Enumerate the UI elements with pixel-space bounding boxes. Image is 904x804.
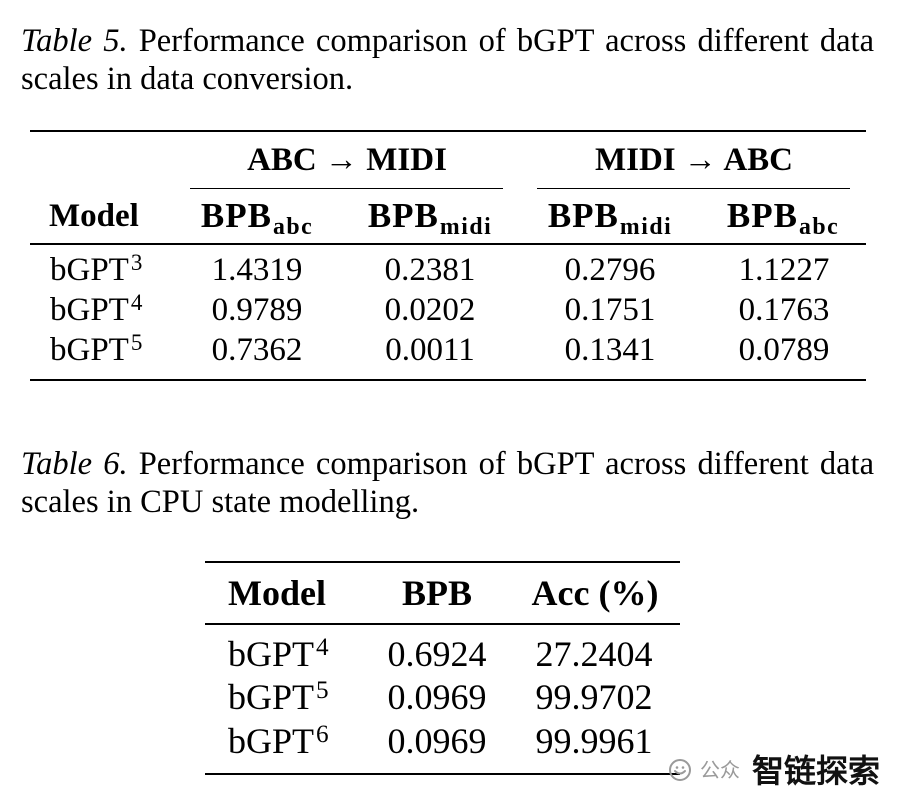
table5-header-bpb-abc: BPBabc (200, 196, 313, 239)
table6-header-model: Model (228, 573, 326, 613)
table5-cell: 1.1227 (738, 252, 830, 288)
table5-group-rule-abc-to-midi (190, 188, 503, 189)
table6-mid-rule (205, 623, 680, 625)
table5-cell: 1.4319 (211, 252, 303, 288)
table5-header-bpb-abc: BPBabc (726, 196, 839, 239)
model-scale-superscript: 5 (316, 677, 329, 705)
table5-cell: 0.9789 (211, 292, 303, 328)
model-name: bGPT (228, 721, 315, 761)
table5-header-bpb-midi: BPBmidi (367, 196, 492, 239)
table6-cell: 0.0969 (387, 677, 487, 717)
table6-cell: 0.6924 (387, 634, 487, 674)
model-name: bGPT (50, 292, 129, 328)
table5-group-header-abc-to-midi: ABC → MIDI (247, 142, 447, 178)
table5-header-subscript: abc (798, 213, 840, 240)
table-5: Table 5. Performance comparison of bGPT … (0, 0, 904, 400)
table5-header-model: Model (49, 198, 139, 234)
model-scale-superscript: 3 (130, 249, 143, 276)
model-name: bGPT (228, 677, 315, 717)
table5-bottom-rule (30, 379, 866, 381)
table6-row-model: bGPT6 (228, 721, 329, 761)
table5-group-header-midi-to-abc: MIDI → ABC (594, 142, 794, 178)
table5-cell: 0.7362 (211, 332, 303, 368)
table-6: Table 6. Performance comparison of bGPT … (0, 430, 904, 790)
table5-mid-rule (30, 243, 866, 245)
table5-header-label: BPB (200, 196, 272, 235)
table5-header-bpb-midi: BPBmidi (547, 196, 672, 239)
model-scale-superscript: 4 (130, 289, 143, 316)
table5-caption: Table 5. Performance comparison of bGPT … (21, 22, 874, 98)
table6-cell: 99.9702 (535, 677, 653, 717)
table6-header-accuracy: Acc (%) (531, 573, 659, 613)
model-scale-superscript: 4 (316, 634, 329, 662)
table5-cell: 0.0011 (385, 332, 475, 368)
model-name: bGPT (228, 634, 315, 674)
table5-header-label: BPB (367, 196, 439, 235)
table5-caption-text: Performance comparison of bGPT across di… (21, 23, 875, 97)
table5-top-rule (30, 130, 866, 132)
table5-row-model: bGPT3 (50, 251, 142, 288)
model-scale-superscript: 6 (316, 721, 329, 749)
table6-header-bpb: BPB (401, 573, 473, 613)
table5-group-rule-midi-to-abc (537, 188, 850, 189)
table5-cell: 0.1341 (564, 332, 656, 368)
table5-header-label: BPB (547, 196, 619, 235)
table6-caption-label: Table 6. (21, 446, 128, 482)
table5-cell: 0.2381 (384, 252, 476, 288)
table6-row-model: bGPT4 (228, 634, 329, 674)
table6-caption-text: Performance comparison of bGPT across di… (21, 446, 875, 520)
table6-caption: Table 6. Performance comparison of bGPT … (21, 445, 874, 521)
table6-row-model: bGPT5 (228, 677, 329, 717)
model-name: bGPT (50, 252, 129, 288)
model-name: bGPT (50, 332, 129, 368)
model-scale-superscript: 5 (130, 329, 143, 356)
watermark-account-name: 智链探索 (752, 752, 881, 790)
table5-cell: 0.1763 (738, 292, 830, 328)
table5-cell: 0.1751 (564, 292, 656, 328)
table5-header-subscript: midi (619, 213, 673, 240)
table6-cell: 99.9961 (535, 721, 653, 761)
table5-header-subscript: midi (439, 213, 493, 240)
table5-row-model: bGPT5 (50, 331, 142, 368)
table5-header-label: BPB (726, 196, 798, 235)
table5-cell: 0.2796 (564, 252, 656, 288)
table6-cell: 0.0969 (387, 721, 487, 761)
wechat-official-account-icon (669, 759, 691, 781)
table5-row-model: bGPT4 (50, 291, 142, 328)
table5-cell: 0.0202 (384, 292, 476, 328)
table5-cell: 0.0789 (738, 332, 830, 368)
table6-top-rule (205, 561, 680, 563)
watermark-prefix: 公众 (700, 758, 740, 782)
table5-header-subscript: abc (272, 213, 314, 240)
table6-cell: 27.2404 (535, 634, 653, 674)
table6-bottom-rule (205, 773, 680, 775)
table5-caption-label: Table 5. (21, 23, 128, 59)
watermark: 公众 智链探索 (660, 750, 892, 794)
